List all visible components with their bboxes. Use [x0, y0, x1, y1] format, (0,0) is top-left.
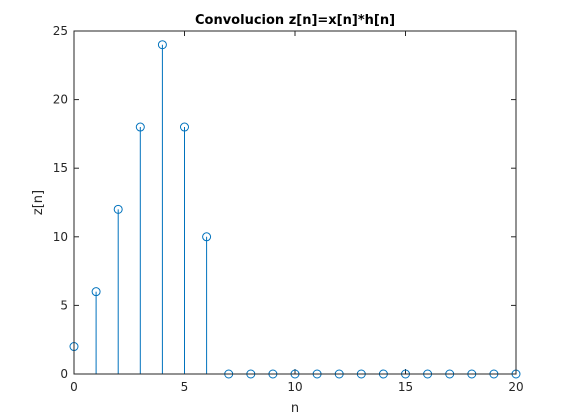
x-tick-label: 15	[398, 380, 413, 394]
x-tick-label: 10	[287, 380, 302, 394]
y-tick-label: 0	[60, 367, 68, 381]
stem-marker	[202, 232, 212, 242]
x-tick-label: 20	[508, 380, 523, 394]
ticks-layer: 0 5 10 15 20 0 5 10 15 20 25	[53, 24, 524, 394]
chart-title: Convolucion z[n]=x[n]*h[n]	[195, 13, 395, 28]
stem-marker	[180, 122, 189, 132]
y-tick-label: 5	[60, 298, 68, 312]
y-tick-label: 10	[53, 230, 68, 244]
x-axis-label: n	[291, 401, 299, 416]
stem-marker	[157, 40, 167, 50]
y-tick-label: 15	[53, 161, 68, 175]
stem-marker	[135, 122, 145, 132]
x-tick-label: 0	[70, 380, 78, 394]
y-tick-label: 25	[53, 24, 68, 38]
y-tick-label: 20	[53, 93, 68, 107]
stem-marker	[91, 287, 101, 297]
axes-box	[73, 30, 517, 375]
axes-background	[74, 31, 516, 374]
x-tick-label: 5	[181, 380, 189, 394]
stem-marker	[113, 204, 123, 214]
y-axis-label: z[n]	[31, 190, 46, 215]
